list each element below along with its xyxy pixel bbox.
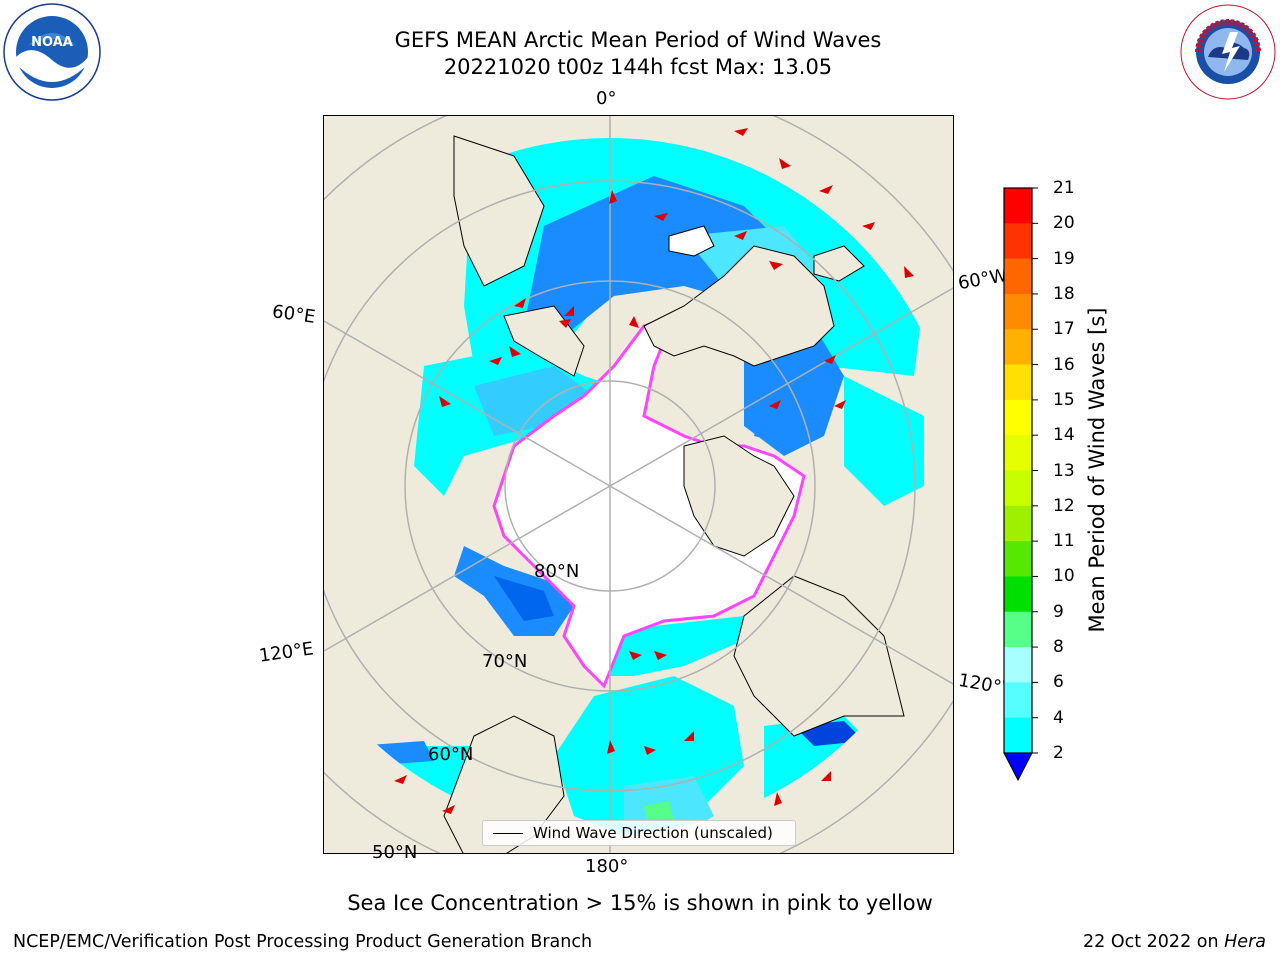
wind-arrow bbox=[629, 316, 639, 328]
wind-arrow bbox=[862, 222, 875, 230]
map-canvas bbox=[324, 116, 953, 853]
colorbar-swatch bbox=[1004, 223, 1032, 260]
colorbar-swatch bbox=[1004, 329, 1032, 366]
wind-arrow bbox=[394, 775, 407, 784]
colorbar-swatch bbox=[1004, 717, 1032, 754]
colorbar-swatch bbox=[1004, 682, 1032, 719]
lon-label-180: 180° bbox=[585, 856, 629, 877]
wind-arrow bbox=[442, 805, 455, 814]
graticule bbox=[324, 116, 953, 853]
wind-arrow bbox=[684, 731, 694, 741]
colorbar-swatch bbox=[1004, 505, 1032, 542]
colorbar-tick-label: 14 bbox=[1053, 425, 1075, 446]
chart-title: GEFS MEAN Arctic Mean Period of Wind Wav… bbox=[394, 28, 882, 52]
lon-label-0: 0° bbox=[596, 88, 617, 109]
wind-arrow bbox=[629, 651, 642, 660]
colorbar-tick-label: 6 bbox=[1053, 672, 1064, 693]
colorbar-tick-label: 18 bbox=[1053, 283, 1075, 304]
colorbar bbox=[1003, 187, 1038, 782]
lat-label-50n: 50°N bbox=[372, 842, 418, 863]
wind-arrow bbox=[734, 128, 748, 136]
colorbar-tick-label: 15 bbox=[1053, 389, 1075, 410]
wind-wave-arrows bbox=[394, 128, 914, 814]
colorbar-tick-label: 8 bbox=[1053, 637, 1064, 658]
wind-arrow bbox=[734, 231, 747, 240]
wind-arrow bbox=[607, 740, 615, 754]
colorbar-swatch bbox=[1004, 258, 1032, 295]
wind-arrow bbox=[489, 357, 502, 365]
wind-arrow bbox=[821, 771, 831, 781]
lat-label-70n: 70°N bbox=[482, 651, 528, 672]
wind-arrow bbox=[769, 400, 781, 409]
wind-arrow bbox=[654, 651, 667, 660]
wind-arrow bbox=[644, 746, 656, 755]
wind-arrow bbox=[834, 400, 846, 409]
wind-arrow bbox=[514, 298, 526, 308]
footnote: Sea Ice Concentration > 15% is shown in … bbox=[347, 891, 933, 915]
arctic-map: Wind Wave Direction (unscaled) bbox=[323, 115, 954, 854]
colorbar-swatch bbox=[1004, 647, 1032, 683]
wind-arrow bbox=[559, 319, 571, 328]
lon-label-60e: 60°E bbox=[270, 301, 317, 328]
colorbar-tick-label: 13 bbox=[1053, 460, 1075, 481]
wind-arrow bbox=[509, 346, 521, 357]
colorbar-swatch bbox=[1004, 188, 1032, 224]
colorbar-swatch bbox=[1004, 293, 1032, 330]
colorbar-tick-label: 17 bbox=[1053, 319, 1075, 340]
wind-arrow bbox=[819, 185, 833, 194]
wind-arrow bbox=[654, 213, 668, 221]
colorbar-tick-label: 21 bbox=[1053, 178, 1075, 198]
colorbar-tick-label: 20 bbox=[1053, 213, 1075, 234]
wind-arrow bbox=[779, 158, 791, 169]
colorbar-tick-label: 2 bbox=[1053, 743, 1064, 763]
colorbar-swatches bbox=[1004, 188, 1032, 754]
colorbar-swatch bbox=[1004, 364, 1032, 401]
colorbar-ticks bbox=[1032, 187, 1038, 754]
credit-host: Hera bbox=[1224, 932, 1266, 952]
colorbar-tick-label: 11 bbox=[1053, 531, 1075, 552]
colorbar-swatch bbox=[1004, 576, 1032, 613]
colorbar-swatch bbox=[1004, 470, 1032, 507]
wind-arrow bbox=[769, 261, 783, 270]
colorbar-tick-label: 12 bbox=[1053, 495, 1075, 516]
noaa-logo: NOAA bbox=[3, 3, 101, 101]
wind-arrow bbox=[824, 355, 836, 364]
colorbar-extend-arrow bbox=[1003, 752, 1033, 782]
colorbar-tick-label: 10 bbox=[1053, 566, 1075, 587]
colorbar-tick-label: 16 bbox=[1053, 354, 1075, 375]
wind-arrow bbox=[439, 396, 451, 407]
map-legend: Wind Wave Direction (unscaled) bbox=[482, 820, 796, 846]
wind-arrow bbox=[564, 306, 574, 316]
nws-logo bbox=[1180, 4, 1276, 100]
wind-arrow bbox=[609, 190, 617, 204]
legend-label: Wind Wave Direction (unscaled) bbox=[533, 824, 773, 842]
lat-label-80n: 80°N bbox=[534, 561, 580, 582]
lon-label-120e: 120°E bbox=[257, 638, 315, 667]
legend-line-swatch bbox=[493, 833, 523, 834]
credit-right: 22 Oct 2022 on Hera bbox=[1083, 932, 1266, 952]
colorbar-tick-label: 19 bbox=[1053, 248, 1075, 269]
colorbar-tick-label: 4 bbox=[1053, 707, 1064, 728]
colorbar-swatch bbox=[1004, 611, 1032, 648]
coastlines bbox=[443, 135, 905, 853]
colorbar-swatch bbox=[1004, 399, 1032, 436]
colorbar-tick-label: 9 bbox=[1053, 601, 1064, 622]
colorbar-label: Mean Period of Wind Waves [s] bbox=[1085, 307, 1109, 633]
credit-left: NCEP/EMC/Verification Post Processing Pr… bbox=[13, 932, 593, 952]
credit-date: 22 Oct 2022 on bbox=[1083, 932, 1225, 952]
chart-subtitle: 20221020 t00z 144h fcst Max: 13.05 bbox=[443, 55, 833, 79]
colorbar-swatch bbox=[1004, 541, 1032, 577]
colorbar-swatch bbox=[1004, 435, 1032, 471]
lat-label-60n: 60°N bbox=[428, 744, 474, 765]
noaa-logo-center-text: NOAA bbox=[31, 35, 73, 50]
wind-arrow bbox=[904, 266, 914, 278]
wind-arrow bbox=[774, 792, 782, 806]
